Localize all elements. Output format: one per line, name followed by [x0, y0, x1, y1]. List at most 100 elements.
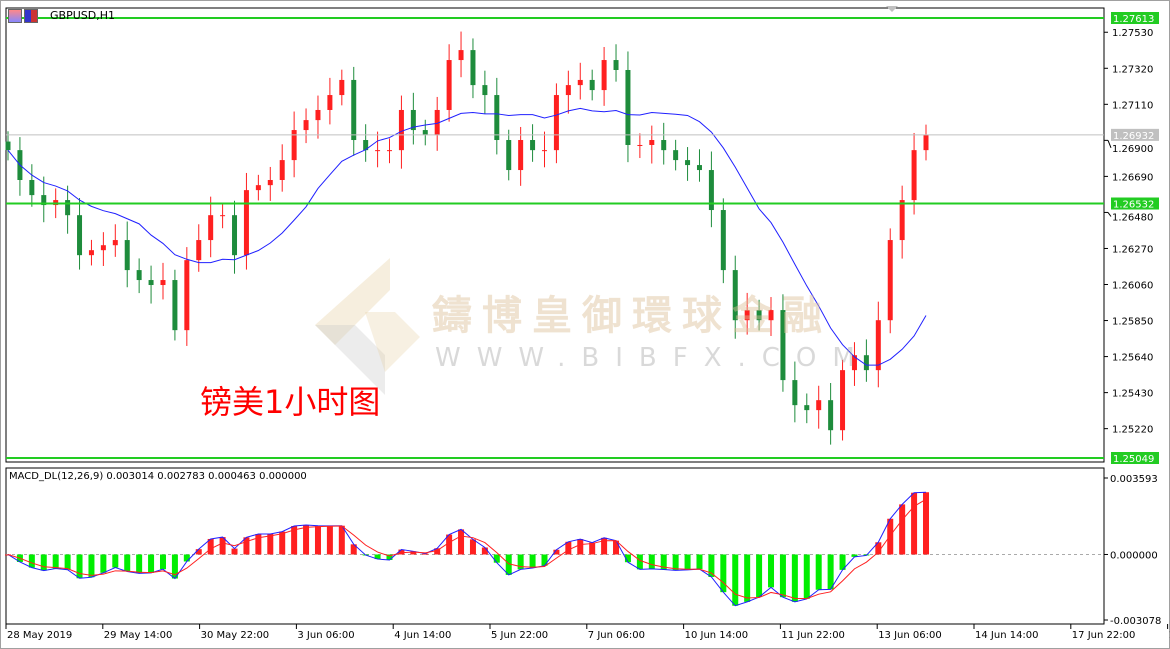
macd-line — [7, 491, 927, 607]
candle-body — [88, 250, 94, 256]
candle-body — [923, 134, 929, 151]
macd-histogram-bar — [923, 492, 929, 555]
y-tick-label: 1.25850 — [1112, 317, 1153, 328]
candle-body — [756, 310, 762, 321]
candle-body — [29, 179, 35, 196]
y-tick-label: 1.26690 — [1112, 172, 1153, 183]
price-level-badge — [1111, 452, 1159, 464]
macd-histogram-bar — [28, 554, 35, 568]
macd-histogram-bar — [672, 554, 679, 571]
chart-shift-marker — [886, 6, 898, 12]
candle-body — [351, 79, 357, 141]
candle-body — [804, 405, 810, 411]
candle-body — [649, 140, 655, 145]
price-level-label: 1.26532 — [1113, 200, 1154, 211]
candle-body — [375, 150, 381, 152]
y-tick-label: 1.25220 — [1112, 425, 1153, 436]
macd-histogram-bar — [577, 539, 584, 555]
macd-histogram-bar — [791, 554, 798, 602]
macd-histogram-bar — [64, 554, 71, 570]
candle-body — [148, 280, 154, 286]
candle-body — [315, 109, 321, 121]
macd-histogram-bar — [183, 554, 190, 562]
candle-body — [196, 240, 202, 261]
candle-body — [875, 320, 881, 371]
macd-histogram-bar — [624, 554, 631, 563]
y-tick-label: 1.26900 — [1112, 144, 1153, 155]
candle-body — [410, 109, 416, 131]
candle-body — [506, 140, 512, 171]
macd-histogram-bar — [398, 549, 405, 555]
candle-body — [899, 200, 905, 241]
macd-histogram-bar — [899, 504, 906, 555]
price-level-badge — [1111, 197, 1159, 210]
x-tick-label: 28 May 2019 — [7, 630, 72, 641]
macd-histogram-bar — [434, 548, 441, 555]
macd-histogram-bar — [636, 554, 643, 570]
candle-body — [363, 140, 369, 151]
macd-histogram-bar — [40, 554, 47, 571]
candle-body — [577, 79, 583, 86]
macd-indicator-label: MACD_DL(12,26,9) 0.003014 0.002783 0.000… — [9, 471, 307, 482]
price-level-label: 1.26932 — [1113, 131, 1154, 142]
macd-histogram-bar — [768, 554, 775, 588]
y-tick-label: 1.26480 — [1112, 213, 1153, 224]
candle-body — [887, 240, 893, 321]
macd-histogram-bar — [458, 529, 465, 555]
macd-histogram-bar — [446, 534, 453, 555]
macd-histogram-bar — [112, 554, 119, 568]
chart-icons — [8, 9, 38, 23]
macd-histogram-bar — [756, 554, 763, 598]
macd-y-tick-label: 0.000000 — [1110, 550, 1158, 561]
macd-histogram-bar — [124, 554, 131, 572]
candle-body — [744, 310, 750, 321]
macd-histogram-bar — [613, 540, 620, 555]
macd-histogram-bar — [195, 549, 202, 555]
chart-annotation: 镑美1小时图 — [200, 383, 381, 421]
candle-body — [446, 60, 452, 110]
y-tick-label: 1.26270 — [1112, 244, 1153, 255]
candle-body — [124, 240, 130, 271]
macd-histogram-bar — [517, 554, 524, 570]
candle-body — [625, 69, 631, 145]
x-tick-label: 10 Jun 14:00 — [685, 630, 749, 641]
x-tick-label: 4 Jun 14:00 — [394, 630, 451, 641]
macd-histogram-bar — [601, 537, 608, 555]
candle-body — [208, 215, 214, 241]
candle-body — [255, 185, 261, 191]
candle-body — [541, 150, 547, 152]
main-panel-border — [5, 7, 1105, 463]
macd-histogram-bar — [875, 542, 882, 555]
candle-body — [398, 109, 404, 151]
candle-body — [601, 60, 607, 91]
macd-histogram-bar — [720, 554, 727, 593]
candle-body — [792, 380, 798, 406]
macd-histogram-bar — [744, 554, 751, 602]
x-tick-label: 30 May 22:00 — [201, 630, 270, 641]
macd-histogram-bar — [565, 541, 572, 555]
macd-histogram-bar — [803, 554, 810, 599]
candle-body — [160, 280, 166, 286]
macd-y-tick-label: -0.003078 — [1110, 616, 1161, 627]
candle-body — [673, 150, 679, 161]
candle-body — [100, 245, 106, 251]
y-tick-label: 1.25640 — [1112, 353, 1153, 364]
macd-histogram-bar — [52, 554, 59, 569]
candle-body — [279, 160, 285, 180]
macd-signal-line — [7, 498, 927, 600]
macd-histogram-bar — [171, 554, 178, 579]
candle-body — [589, 79, 595, 91]
candle-body — [768, 310, 774, 321]
candle-body — [243, 190, 249, 256]
y-tick-label: 1.27530 — [1112, 28, 1153, 39]
macd-histogram-bar — [100, 554, 107, 573]
candle-body — [172, 280, 178, 331]
candle-body — [518, 140, 524, 171]
macd-histogram-bar — [338, 525, 345, 555]
y-tick-leader — [1107, 140, 1112, 149]
price-level-badge — [1111, 128, 1159, 141]
macd-histogram-bar — [660, 554, 667, 570]
candle-body — [422, 130, 428, 136]
macd-histogram-bar — [589, 542, 596, 555]
